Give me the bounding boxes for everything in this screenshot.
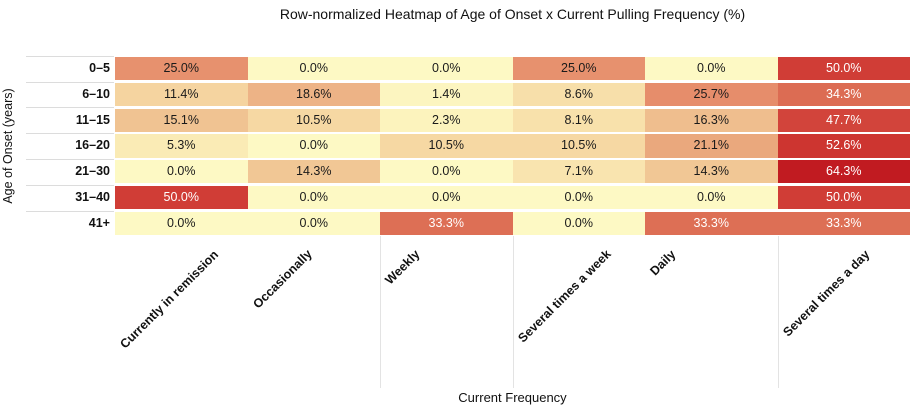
y-axis-title: Age of Onset (years): [1, 88, 15, 204]
heatmap-cell: 0.0%: [247, 134, 380, 158]
x-tick-label: Weekly: [382, 247, 423, 288]
column-separator-gridline: [512, 236, 514, 388]
heatmap-cell: 33.3%: [777, 211, 910, 236]
y-tick-label: 6–10: [82, 86, 110, 101]
heatmap-cell: 0.0%: [380, 57, 513, 81]
heatmap-cell: 50.0%: [115, 186, 248, 210]
heatmap-cell: 64.3%: [777, 160, 910, 184]
y-tick-label: 41+: [88, 215, 110, 230]
heatmap-cell: 52.6%: [777, 134, 910, 158]
y-tick-label: 21–30: [75, 164, 110, 179]
heatmap-cell: 47.7%: [777, 108, 910, 132]
heatmap-cell: 25.0%: [115, 57, 248, 81]
heatmap-cell: 21.1%: [645, 134, 778, 158]
heatmap-cell: 14.3%: [247, 160, 380, 184]
row-separator-gridline: [26, 107, 114, 109]
x-tick-label: Several times a week: [515, 246, 614, 346]
heatmap-cell: 0.0%: [380, 160, 513, 184]
heatmap-cell: 0.0%: [645, 186, 778, 210]
heatmap-cell: 25.7%: [645, 82, 778, 107]
heatmap-cell: 0.0%: [247, 186, 380, 210]
y-tick-label: 16–20: [75, 138, 110, 153]
column-separator-gridline: [777, 236, 779, 388]
y-tick-label: 31–40: [75, 190, 110, 204]
heatmap-cell: 10.5%: [512, 134, 645, 158]
heatmap-cell: 8.1%: [512, 108, 645, 132]
heatmap-cell: 33.3%: [645, 211, 778, 236]
heatmap-cell: 18.6%: [247, 82, 380, 107]
heatmap-cell: 50.0%: [777, 57, 910, 81]
x-tick-label: Occasionally: [250, 246, 315, 312]
heatmap-cell: 2.3%: [380, 108, 513, 132]
heatmap-cell: 0.0%: [247, 211, 380, 236]
heatmap-cell: 0.0%: [247, 57, 380, 81]
row-separator-gridline: [26, 210, 114, 212]
y-tick-label: 0–5: [89, 61, 110, 75]
chart-title: Row-normalized Heatmap of Age of Onset x…: [279, 6, 746, 22]
heatmap-cell: 50.0%: [777, 186, 910, 210]
row-separator-gridline: [26, 81, 114, 83]
heatmap-cell: 0.0%: [645, 57, 778, 81]
heatmap-cell: 15.1%: [115, 108, 248, 132]
heatmap-cell: 16.3%: [645, 108, 778, 132]
heatmap-cell: 0.0%: [512, 211, 645, 236]
heatmap-cell: 1.4%: [380, 82, 513, 107]
heatmap-cell: 0.0%: [380, 186, 513, 210]
row-separator-gridline: [26, 184, 114, 186]
heatmap-cell: 10.5%: [247, 108, 380, 132]
heatmap-cell: 33.3%: [380, 211, 513, 236]
x-axis-title: Current Frequency: [458, 390, 567, 405]
row-separator-gridline: [26, 55, 114, 57]
heatmap-cell: 8.6%: [512, 82, 645, 107]
heatmap-cell: 11.4%: [115, 82, 248, 107]
heatmap-cell: 7.1%: [512, 160, 645, 184]
column-separator-gridline: [380, 236, 381, 388]
x-tick-label: Currently in remission: [117, 247, 222, 351]
x-tick-label: Daily: [647, 247, 679, 279]
heatmap-cell: 25.0%: [512, 57, 645, 81]
heatmap-cell: 0.0%: [115, 160, 248, 184]
row-separator-gridline: [26, 158, 114, 160]
heatmap-cell: 5.3%: [115, 134, 248, 158]
y-tick-label: 11–15: [75, 112, 110, 127]
x-tick-label: Several times a day: [780, 246, 873, 339]
heatmap-cell: 34.3%: [777, 82, 910, 107]
heatmap-cell: 10.5%: [380, 134, 513, 158]
heatmap-cell: 14.3%: [645, 160, 778, 184]
heatmap-cell: 0.0%: [115, 211, 248, 236]
row-separator-gridline: [26, 133, 114, 135]
heatmap-cell: 0.0%: [512, 186, 645, 210]
